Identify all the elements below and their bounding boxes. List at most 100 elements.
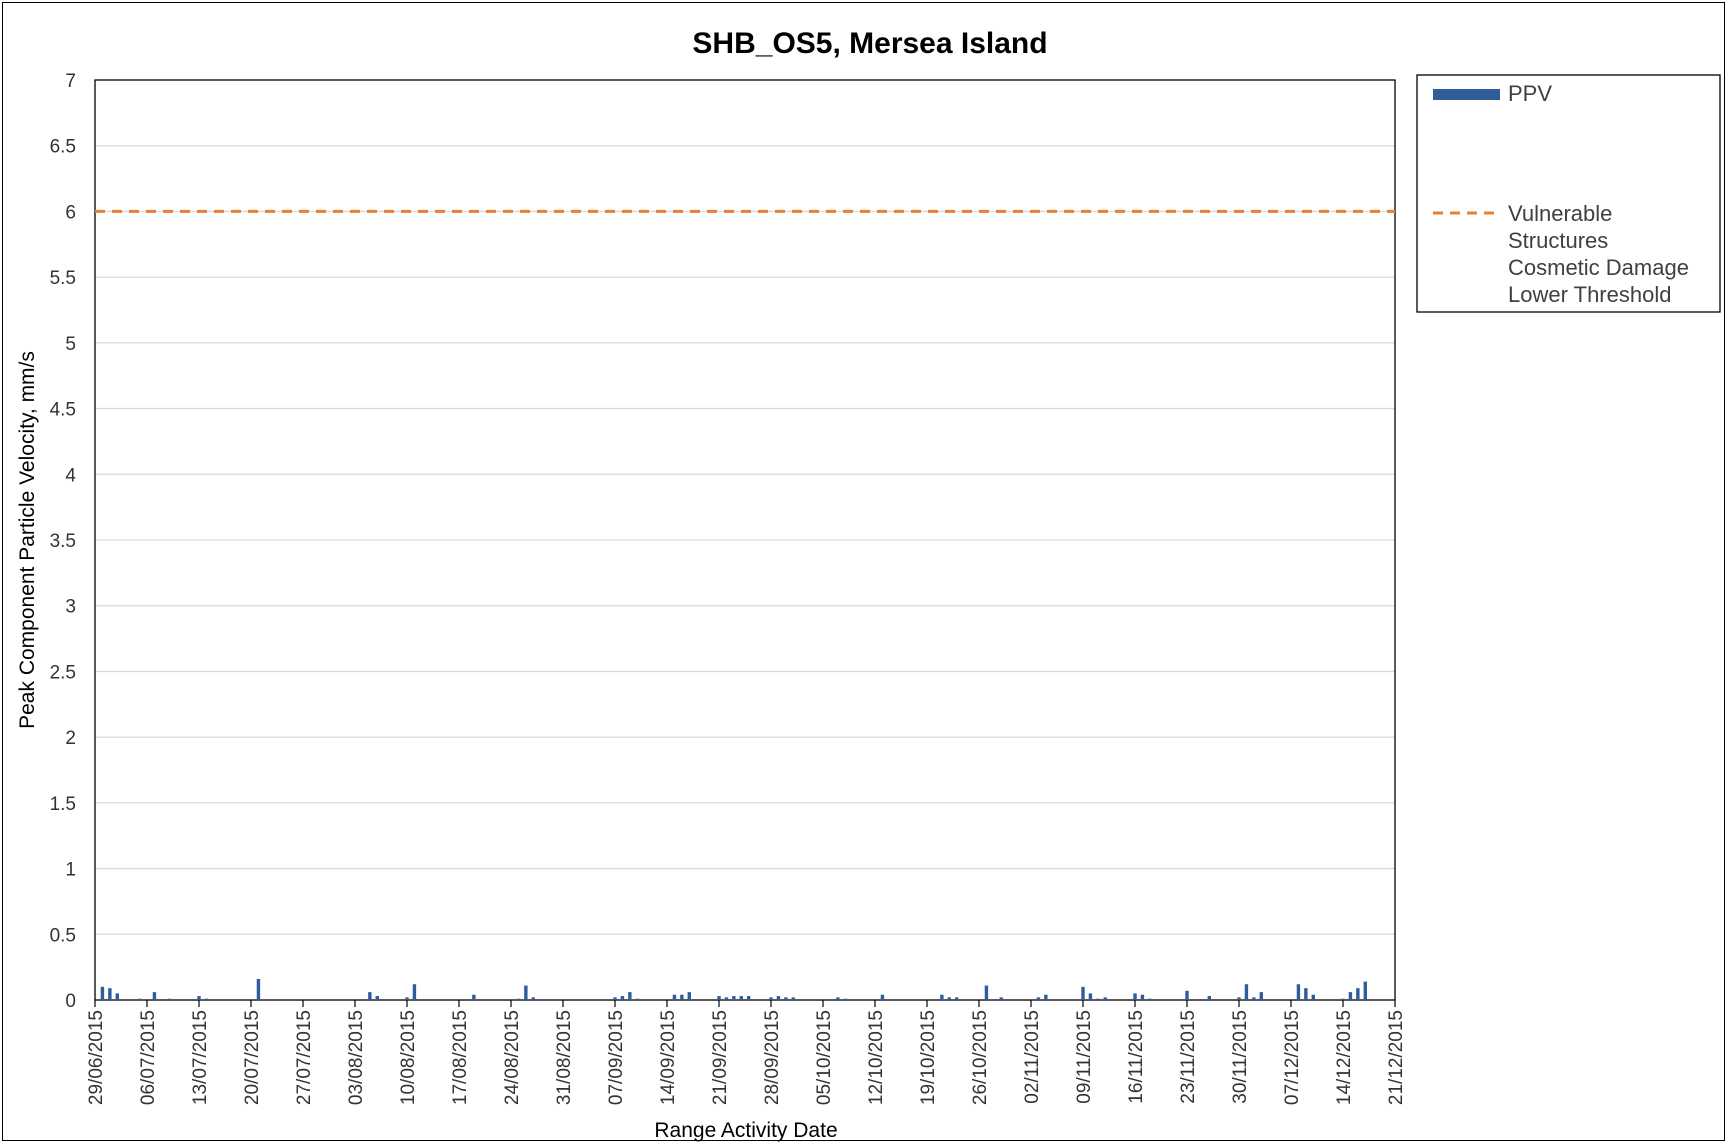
ppv-bar (256, 978, 261, 1000)
ppv-bar (100, 986, 105, 1000)
ppv-bar (784, 997, 788, 1000)
legend-ppv-swatch (1433, 89, 1500, 100)
ppv-bar (1244, 984, 1249, 1000)
y-tick-label: 6 (65, 202, 76, 223)
ppv-bar (1363, 981, 1367, 1000)
y-tick-label: 1 (65, 860, 76, 881)
ppv-bar (524, 985, 528, 1000)
x-tick-label: 03/08/2015 (346, 1010, 367, 1105)
x-tick-label: 23/11/2015 (1178, 1010, 1199, 1104)
x-tick-label: 05/10/2015 (814, 1010, 835, 1105)
ppv-bar (1185, 990, 1189, 1000)
y-tick-label: 1.5 (50, 794, 76, 815)
ppv-bar (680, 994, 684, 1000)
y-tick-label: 0 (65, 991, 76, 1012)
chart-title: SHB_OS5, Mersea Island (692, 27, 1047, 60)
x-tick-label: 14/12/2015 (1334, 1010, 1355, 1105)
legend-threshold-label-line-1: Vulnerable (1508, 201, 1612, 226)
ppv-bar (516, 998, 521, 1000)
ppv-bar (1348, 992, 1353, 1000)
ppv-bar (1304, 988, 1308, 1000)
ppv-bar (947, 997, 951, 1000)
ppv-bar (776, 996, 781, 1000)
ppv-bar (1088, 993, 1093, 1000)
ppv-bar (1356, 988, 1360, 1000)
y-tick-label: 3.5 (50, 531, 76, 552)
x-tick-label: 21/12/2015 (1386, 1010, 1407, 1105)
ppv-bar (115, 993, 119, 1000)
ppv-bar (984, 985, 989, 1000)
ppv-bar (152, 992, 157, 1000)
y-tick-label: 4 (65, 465, 76, 486)
ppv-bar (1096, 998, 1100, 1000)
x-tick-label: 31/08/2015 (554, 1010, 575, 1105)
x-tick-label: 07/12/2015 (1282, 1010, 1303, 1105)
y-tick-label: 0.5 (50, 925, 76, 946)
x-axis-label: Range Activity Date (654, 1119, 837, 1142)
x-tick-label: 02/11/2015 (1022, 1010, 1043, 1104)
ppv-bar (1140, 994, 1145, 1000)
ppv-bar (769, 997, 773, 1000)
ppv-bar (940, 994, 944, 1000)
x-tick-label: 10/08/2015 (398, 1010, 419, 1105)
x-tick-label: 21/09/2015 (710, 1010, 731, 1105)
ppv-bar (836, 997, 840, 1000)
ppv-bar (717, 996, 721, 1000)
y-tick-label: 5 (65, 334, 76, 355)
ppv-bar (628, 992, 632, 1000)
x-tick-label: 09/11/2015 (1074, 1010, 1095, 1104)
y-tick-label: 2 (65, 728, 76, 749)
x-tick-label: 17/08/2015 (450, 1010, 471, 1105)
ppv-bar (724, 997, 729, 1000)
ppv-bar (1237, 997, 1241, 1000)
ppv-bar (1036, 997, 1041, 1000)
legend-box (1416, 74, 1721, 313)
ppv-bar (472, 994, 476, 1000)
x-tick-label: 29/06/2015 (86, 1010, 107, 1105)
ppv-bar (1259, 992, 1263, 1000)
ppv-bar (791, 997, 795, 1000)
ppv-bar (1103, 997, 1107, 1000)
ppv-bar (1207, 996, 1211, 1000)
legend-threshold-label-line-3: Cosmetic Damage (1508, 255, 1689, 280)
y-tick-label: 3 (65, 597, 76, 618)
ppv-bar (613, 997, 617, 1000)
y-tick-label: 7 (65, 71, 76, 92)
ppv-bar (739, 996, 743, 1000)
x-tick-label: 06/07/2015 (138, 1010, 159, 1105)
gridlines (95, 145, 1395, 935)
ppv-bar (405, 997, 409, 1000)
ppv-bar (880, 994, 885, 1000)
legend-threshold-label-line-2: Structures (1508, 228, 1608, 253)
ppv-bar (1044, 994, 1048, 1000)
ppv-bar (137, 998, 142, 1000)
ppv-bar (635, 998, 639, 1000)
ppv-bar (687, 992, 691, 1000)
ppv-bar (204, 998, 209, 1000)
ppv-bar (1311, 994, 1315, 1000)
ppv-bar (1081, 986, 1085, 1000)
y-tick-label: 6.5 (50, 137, 76, 158)
x-tick-label: 27/07/2015 (294, 1010, 315, 1105)
x-tick-label: 20/07/2015 (242, 1010, 263, 1105)
x-tick-label: 14/09/2015 (658, 1010, 679, 1105)
ppv-bar (412, 984, 417, 1000)
x-tick-label: 24/08/2015 (502, 1010, 523, 1105)
ppv-bar (108, 988, 112, 1000)
ppv-bar (167, 998, 171, 1000)
x-tick-label: 28/09/2015 (762, 1010, 783, 1105)
ppv-bar (1252, 997, 1256, 1000)
y-axis-ticks: 0 0.5 1 1.5 2 2.5 3 3.5 4 4.5 5 5.5 6 6.5 7 (50, 71, 77, 1012)
x-tick-label: 07/09/2015 (606, 1010, 627, 1105)
ppv-bar (747, 996, 751, 1000)
legend-threshold-label-line-4: Lower Threshold (1508, 282, 1671, 307)
ppv-bar (620, 996, 625, 1000)
ppv-bar (1148, 998, 1152, 1000)
ppv-bar (672, 994, 677, 1000)
x-tick-label: 12/10/2015 (866, 1010, 887, 1105)
y-tick-label: 5.5 (50, 268, 76, 289)
plot-area (94, 79, 1396, 1001)
y-axis-label: Peak Component Particle Velocity, mm/s (16, 351, 39, 729)
